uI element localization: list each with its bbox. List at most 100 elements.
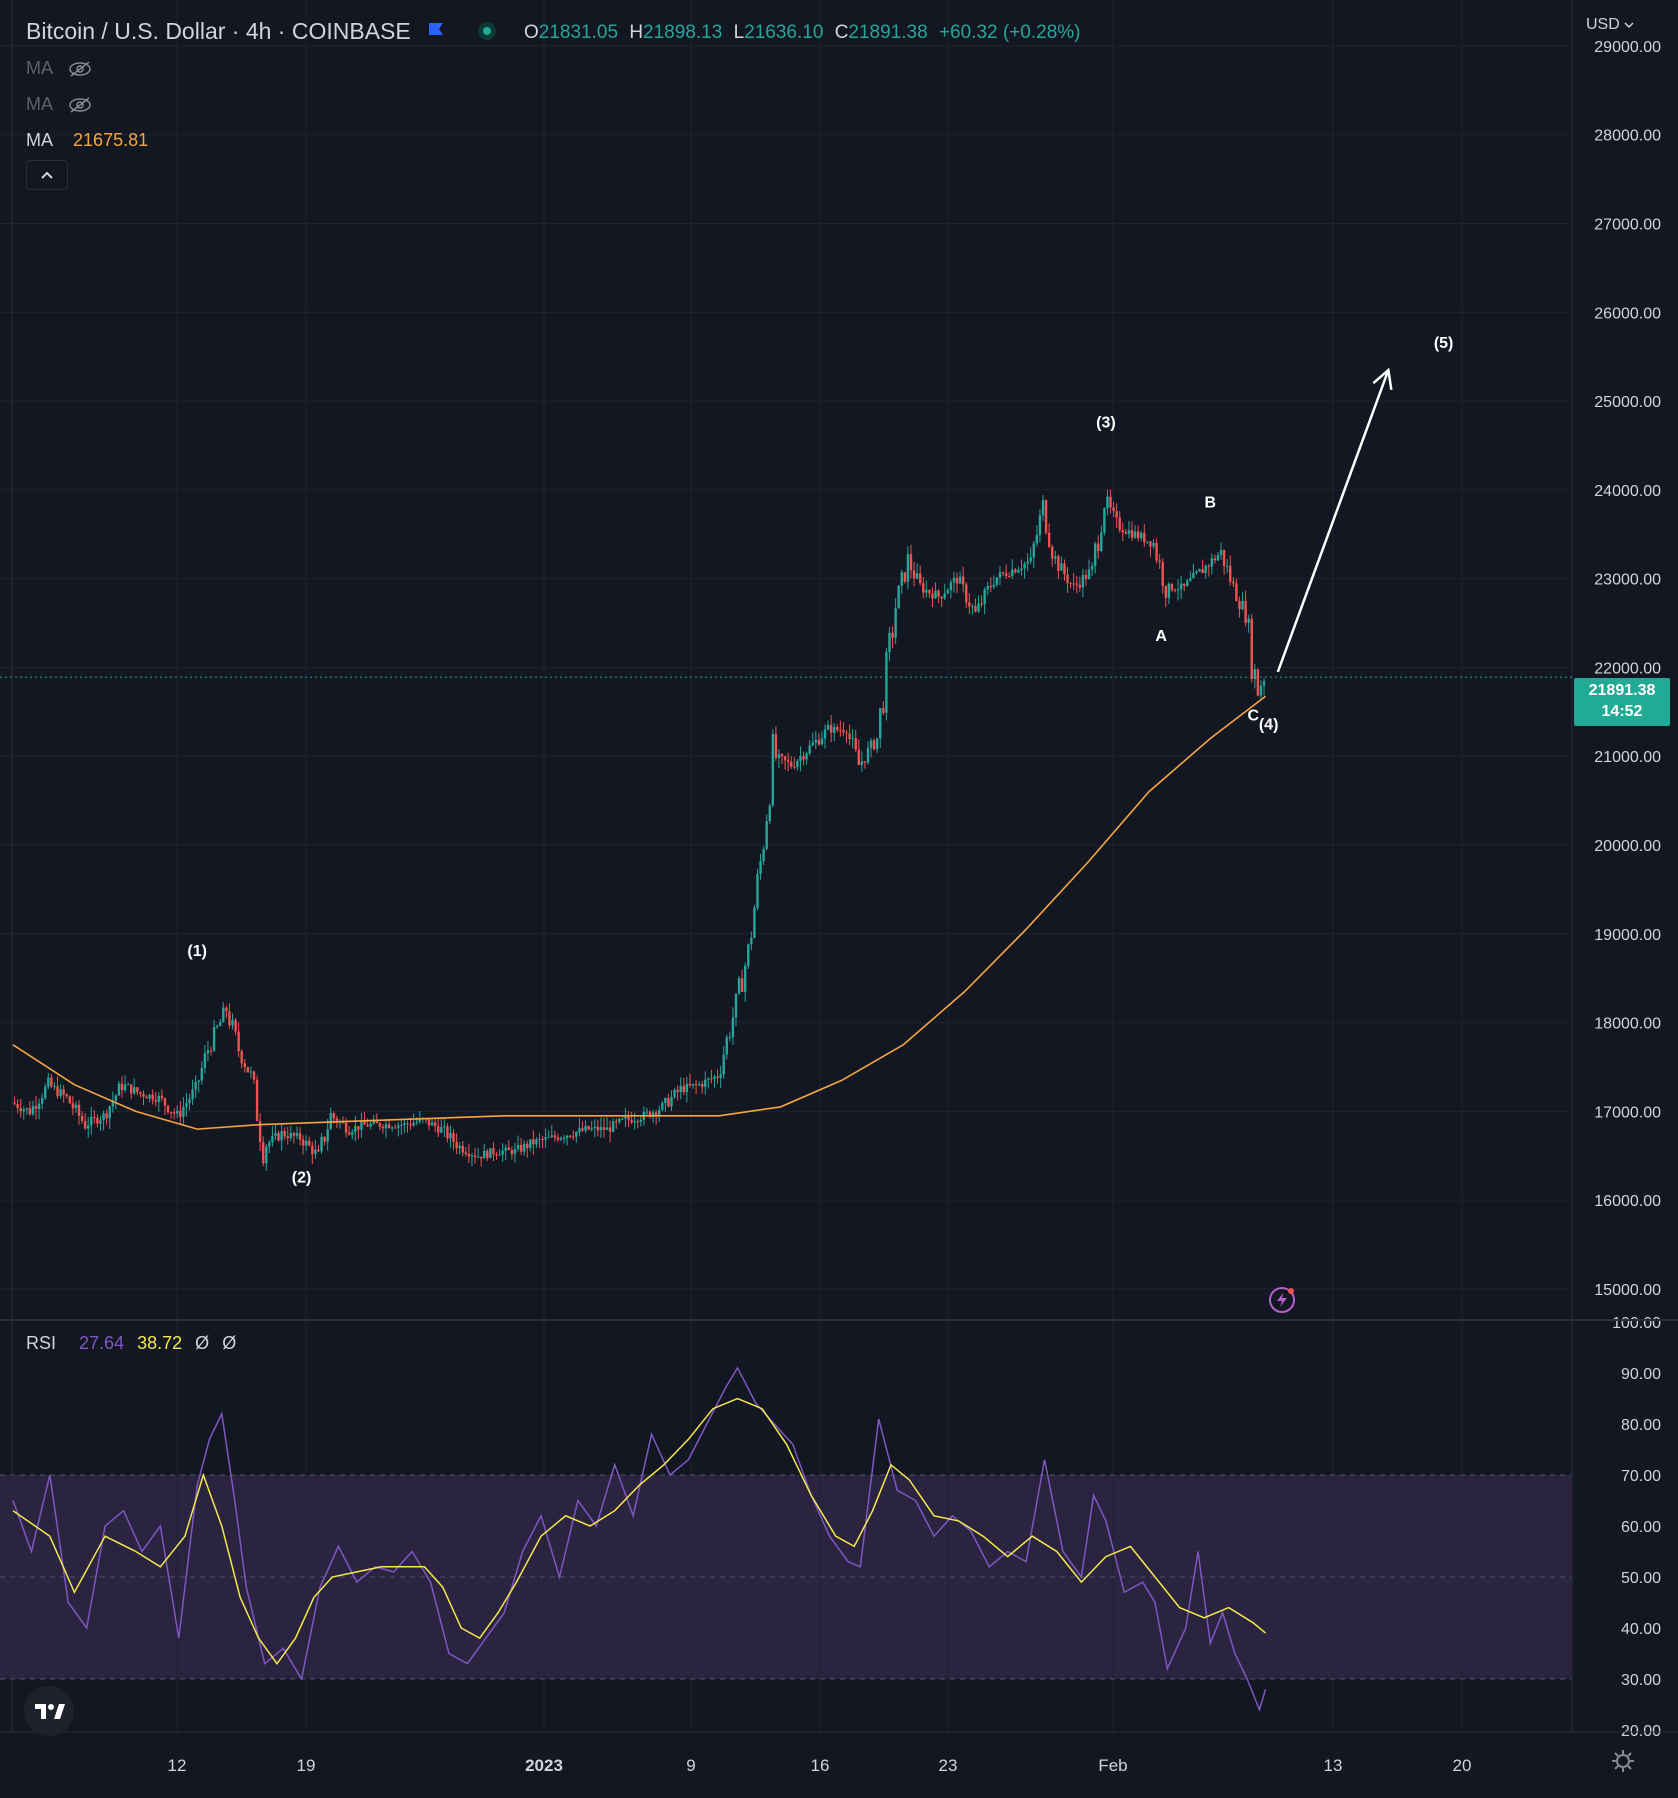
candle-body xyxy=(1198,569,1201,572)
tradingview-logo[interactable] xyxy=(24,1686,74,1736)
candle-body xyxy=(1014,569,1017,573)
candle-body xyxy=(390,1127,394,1129)
alert-bolt-icon[interactable] xyxy=(1267,1285,1297,1315)
candle-body xyxy=(879,708,882,739)
candle-body xyxy=(409,1124,412,1126)
candle-body xyxy=(759,860,762,874)
gear-icon[interactable] xyxy=(1610,1748,1636,1774)
candle-body xyxy=(449,1132,452,1139)
candle-body xyxy=(814,739,818,743)
candle-body xyxy=(857,749,860,765)
candle-body xyxy=(1146,541,1149,543)
candle-body xyxy=(133,1087,136,1094)
candle-body xyxy=(731,1017,735,1037)
candle-body xyxy=(166,1105,170,1113)
candle-body xyxy=(854,738,857,750)
rsi-legend[interactable]: RSI 27.64 38.72 Ø Ø xyxy=(26,1333,236,1354)
candle-body xyxy=(298,1133,302,1140)
wave-label: (2) xyxy=(292,1169,312,1186)
candle-body xyxy=(636,1121,639,1123)
candle-body xyxy=(900,572,903,586)
candle-body xyxy=(833,727,836,733)
candle-body xyxy=(1035,535,1039,544)
candle-body xyxy=(1109,496,1112,508)
candle-body xyxy=(829,724,833,733)
rsi-ma-line xyxy=(12,1397,1267,1665)
candle-body xyxy=(848,733,851,739)
candle-body xyxy=(182,1106,185,1117)
candle-body xyxy=(728,1036,732,1038)
candle-body xyxy=(1253,669,1257,680)
candle-body xyxy=(839,729,842,731)
candle-body xyxy=(1041,500,1045,516)
candle-body xyxy=(1189,578,1192,581)
candle-body xyxy=(897,585,900,609)
rsi-ma-value: 38.72 xyxy=(137,1333,183,1353)
candle-body xyxy=(351,1132,354,1135)
candle-body xyxy=(961,576,965,585)
ohlc-close-key: C xyxy=(834,22,849,43)
candle-body xyxy=(1152,542,1155,547)
candle-body xyxy=(842,730,845,733)
candle-body xyxy=(384,1124,388,1129)
candle-body xyxy=(780,754,784,757)
x-tick-label: 20 xyxy=(1453,1756,1472,1775)
candle-body xyxy=(1097,543,1100,552)
candle-body xyxy=(148,1094,151,1099)
candle-body xyxy=(464,1152,468,1155)
candle-body xyxy=(157,1095,161,1102)
candle-body xyxy=(836,727,839,730)
currency-selector[interactable]: USD xyxy=(1586,16,1634,34)
ohlc-change: +60.32 (+0.28%) xyxy=(938,22,1081,43)
candle-body xyxy=(203,1053,207,1068)
candle-body xyxy=(65,1094,68,1097)
candle-body xyxy=(888,632,891,653)
candle-body xyxy=(547,1137,550,1139)
candle-body xyxy=(661,1103,664,1110)
ohlc-readout: O21831.05 H21898.13 L21636.10 C21891.38 … xyxy=(524,22,1081,44)
candle-body xyxy=(989,586,992,588)
candle-body xyxy=(1011,569,1014,577)
eye-off-icon[interactable] xyxy=(67,60,93,78)
flag-icon[interactable] xyxy=(428,22,444,40)
candle-body xyxy=(799,756,802,762)
candle-body xyxy=(1244,601,1247,623)
candle-body xyxy=(53,1086,56,1088)
candle-body xyxy=(507,1147,511,1150)
candle-body xyxy=(498,1154,501,1156)
candle-body xyxy=(1057,556,1060,571)
candle-body xyxy=(240,1051,243,1064)
collapse-legend-button[interactable] xyxy=(26,160,68,190)
y-tick-label: 20000.00 xyxy=(1594,838,1661,855)
candle-body xyxy=(946,590,950,594)
candle-body xyxy=(237,1031,240,1052)
candle-body xyxy=(1143,532,1146,543)
candle-body xyxy=(274,1132,277,1136)
eye-off-icon[interactable] xyxy=(67,96,93,114)
candle-body xyxy=(1100,532,1103,552)
chevron-down-icon xyxy=(1624,22,1634,29)
candle-body xyxy=(74,1104,78,1109)
candle-body xyxy=(357,1126,360,1130)
symbol-title[interactable]: Bitcoin / U.S. Dollar · 4h · COINBASE xyxy=(26,18,411,44)
candle-body xyxy=(1106,496,1109,509)
candle-body xyxy=(96,1117,99,1124)
candle-body xyxy=(283,1131,286,1137)
candle-body xyxy=(808,745,811,754)
candle-body xyxy=(697,1084,701,1086)
candle-body xyxy=(271,1135,274,1143)
candle-body xyxy=(934,590,937,599)
ma-hidden-row-2[interactable]: MA xyxy=(26,94,93,115)
candle-body xyxy=(129,1084,133,1094)
candle-body xyxy=(262,1142,265,1164)
candle-body xyxy=(704,1079,707,1087)
y-tick-label: 26000.00 xyxy=(1594,305,1661,322)
candle-body xyxy=(550,1135,553,1138)
candle-body xyxy=(667,1098,670,1107)
candle-body xyxy=(912,570,916,579)
market-status-icon[interactable] xyxy=(478,22,496,40)
ma-hidden-row-1[interactable]: MA xyxy=(26,58,93,79)
ma-row[interactable]: MA 21675.81 xyxy=(26,130,148,151)
wave-label: (1) xyxy=(187,943,207,960)
